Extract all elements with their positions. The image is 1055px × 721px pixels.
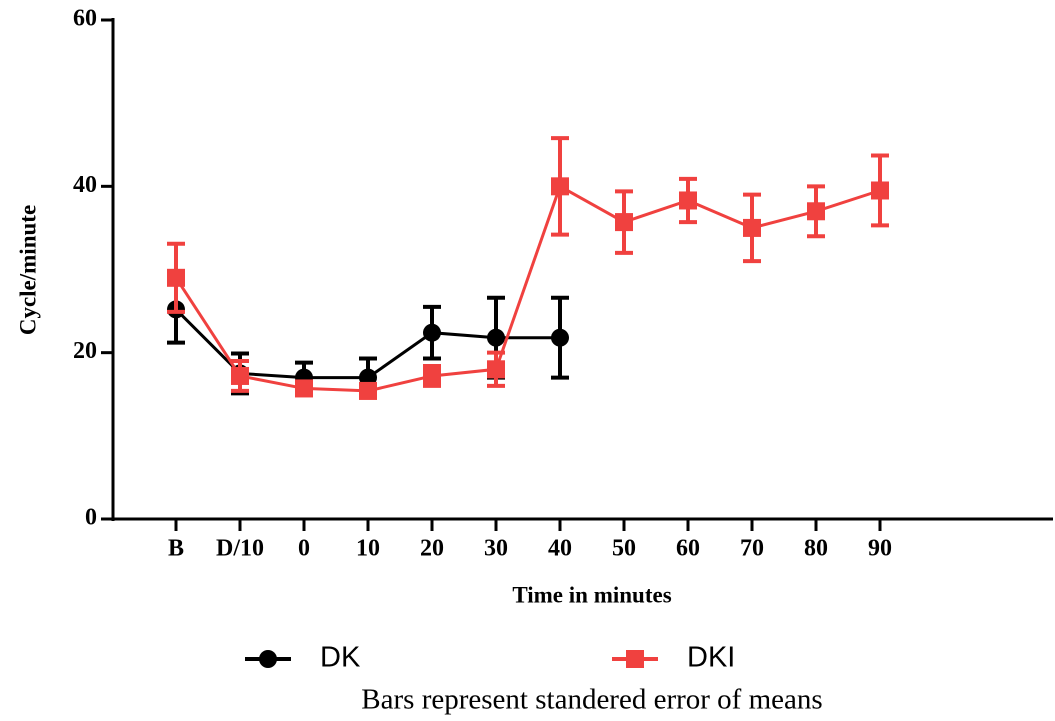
x-axis-title: Time in minutes	[512, 582, 671, 607]
x-tick-label: 90	[868, 536, 892, 562]
x-tick-label: 30	[484, 536, 508, 562]
legend-label: DK	[320, 642, 361, 674]
point	[487, 328, 505, 347]
x-tick-label: 50	[612, 536, 636, 562]
x-tick-label: 0	[298, 536, 310, 562]
note: Bars represent standered error of means	[361, 684, 822, 716]
point	[551, 177, 569, 196]
point	[807, 202, 825, 221]
legend-marker	[626, 650, 644, 668]
point	[359, 381, 377, 400]
point	[295, 379, 313, 398]
point	[679, 191, 697, 210]
y-tick-label: 20	[73, 338, 97, 364]
x-tick-label: 70	[740, 536, 764, 562]
x-tick-label: 60	[676, 536, 700, 562]
point	[743, 218, 761, 237]
x-tick-label: 20	[420, 536, 444, 562]
point	[871, 181, 889, 200]
y-tick-label: 40	[73, 172, 97, 198]
point	[551, 328, 569, 347]
y-axis-title: Cycle/minute	[15, 205, 40, 335]
series-line	[174, 184, 881, 393]
point	[423, 323, 441, 342]
point	[615, 213, 633, 232]
x-tick-label: D/10	[216, 536, 264, 562]
x-tick-label: 10	[356, 536, 380, 562]
x-tick-label: 40	[548, 536, 572, 562]
x-tick-label: B	[168, 536, 184, 562]
y-tick-label: 60	[73, 6, 97, 32]
legend-marker	[259, 650, 277, 668]
point	[231, 366, 249, 385]
x-tick-label: 80	[804, 536, 828, 562]
point	[167, 268, 185, 287]
y-tick-label: 0	[85, 505, 97, 531]
point	[423, 366, 441, 385]
legend-label: DKI	[687, 642, 735, 674]
point	[487, 360, 505, 379]
